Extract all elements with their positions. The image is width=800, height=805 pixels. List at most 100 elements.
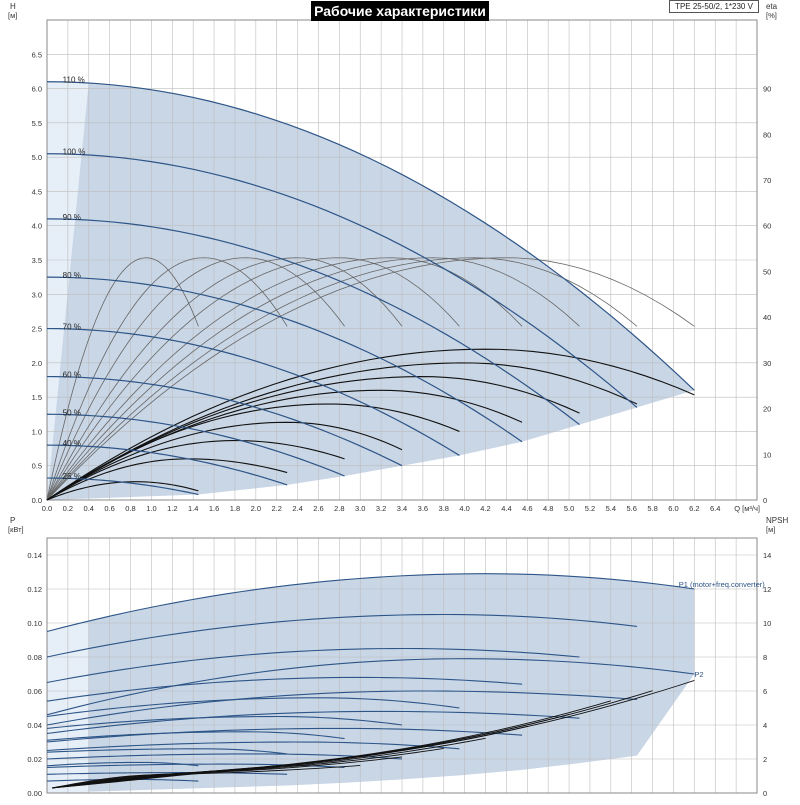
speed-label-90: 90 % — [63, 213, 81, 222]
p1-curve — [46, 613, 637, 658]
y-tick-label-left: 0.5 — [32, 462, 42, 471]
npsh-curve — [52, 756, 403, 789]
p-axis-unit: [кВт] — [8, 525, 24, 534]
x-tick-label: 6.4 — [710, 504, 720, 513]
x-tick-label: 2.6 — [313, 504, 323, 513]
y-tick-label-left: 6.5 — [32, 50, 42, 59]
speed-label-25: 25 % — [63, 472, 81, 481]
y-tick-label-left: 5.0 — [32, 153, 42, 162]
p1-curve — [46, 676, 523, 702]
head-curve-50 — [46, 413, 345, 477]
x-tick-label: 5.8 — [647, 504, 657, 513]
eta-curve — [46, 257, 288, 501]
y-tick-label-left: 4.0 — [32, 222, 42, 231]
npsh-tick-label: 4 — [763, 721, 767, 730]
npsh-tick-label: 2 — [763, 755, 767, 764]
power-area — [47, 573, 695, 793]
x-tick-label: 1.6 — [209, 504, 219, 513]
x-tick-label: 0.0 — [42, 504, 52, 513]
p2-series-label: P2 — [694, 670, 703, 679]
x-axis-label: Q [м³/ч] — [734, 504, 760, 513]
x-tick-label: 5.6 — [626, 504, 636, 513]
npsh-axis-unit: [м] — [766, 525, 775, 534]
x-tick-label: 5.4 — [606, 504, 616, 513]
x-tick-label: 4.8 — [543, 504, 553, 513]
y-axis-label-left: H — [10, 2, 16, 11]
x-tick-label: 3.2 — [376, 504, 386, 513]
x-tick-label: 0.8 — [125, 504, 135, 513]
y-tick-label-right: 20 — [763, 405, 771, 414]
chart-title: Рабочие характеристики — [311, 1, 489, 21]
head-curve-25 — [46, 477, 199, 496]
x-tick-label: 1.0 — [146, 504, 156, 513]
bottom-frame — [46, 537, 758, 794]
y-tick-label-left: 1.5 — [32, 393, 42, 402]
y-tick-label-right: 50 — [763, 267, 771, 276]
x-tick-label: 6.0 — [668, 504, 678, 513]
p2-curve — [46, 741, 460, 752]
x-tick-label: 3.8 — [439, 504, 449, 513]
x-tick-label: 1.2 — [167, 504, 177, 513]
npsh-curve — [52, 700, 611, 789]
y-tick-label-right: 0 — [763, 496, 767, 505]
eta-curve — [46, 257, 638, 501]
speed-label-50: 50 % — [63, 408, 81, 417]
p-tick-label: 0.06 — [27, 687, 42, 696]
eta-total-curve — [46, 421, 403, 501]
npsh-tick-label: 8 — [763, 653, 767, 662]
x-tick-label: 5.0 — [564, 504, 574, 513]
y-tick-label-left: 2.0 — [32, 359, 42, 368]
eta-total-curve — [46, 362, 638, 501]
npsh-tick-label: 6 — [763, 687, 767, 696]
p1-curve — [46, 715, 403, 729]
npsh-tick-label: 14 — [763, 551, 771, 560]
head-curve-110 — [46, 81, 695, 391]
y-tick-label-left: 2.5 — [32, 325, 42, 334]
y-axis-label-right: eta — [766, 2, 778, 11]
y-tick-label-right: 30 — [763, 359, 771, 368]
y-tick-label-right: 60 — [763, 222, 771, 231]
head-curve-60 — [46, 375, 403, 467]
eta-total-curve — [46, 376, 580, 501]
p-axis-label: P — [10, 516, 15, 525]
speed-label-70: 70 % — [63, 323, 81, 332]
speed-label-40: 40 % — [63, 439, 81, 448]
x-tick-label: 5.2 — [585, 504, 595, 513]
x-tick-label: 6.2 — [689, 504, 699, 513]
y-tick-label-left: 1.0 — [32, 427, 42, 436]
x-tick-label: 0.6 — [104, 504, 114, 513]
head-curve-90 — [46, 218, 580, 426]
x-tick-label: 4.6 — [522, 504, 532, 513]
p1-curve — [46, 748, 288, 755]
speed-label-60: 60 % — [63, 371, 81, 380]
eta-total-curve — [46, 348, 695, 501]
p-tick-label: 0.04 — [27, 721, 42, 730]
y-tick-label-right: 40 — [763, 313, 771, 322]
x-tick-label: 4.0 — [459, 504, 469, 513]
p-tick-label: 0.10 — [27, 619, 42, 628]
head-curve-70 — [46, 327, 460, 456]
head-curve-80 — [46, 276, 523, 443]
y-axis-unit-left: [м] — [8, 11, 17, 20]
y-tick-label-left: 3.5 — [32, 256, 42, 265]
y-tick-label-left: 5.5 — [32, 119, 42, 128]
y-tick-label-right: 80 — [763, 130, 771, 139]
p-tick-label: 0.12 — [27, 585, 42, 594]
eta-curve — [46, 257, 695, 501]
eta-total-curve — [46, 458, 288, 501]
p1-curve — [46, 647, 580, 684]
p1-curve — [46, 573, 695, 633]
eta-curve — [46, 257, 345, 501]
p1-series-label: P1 (motor+freq.converter) — [679, 580, 766, 589]
p2-curve — [46, 658, 695, 716]
eta-total-curve — [46, 389, 523, 501]
x-tick-label: 2.0 — [251, 504, 261, 513]
npsh-tick-label: 12 — [763, 585, 771, 594]
npsh-curve — [52, 765, 361, 789]
p-tick-label: 0.02 — [27, 755, 42, 764]
y-tick-label-right: 90 — [763, 85, 771, 94]
model-label: TPE 25-50/2, 1*230 V — [669, 0, 759, 13]
eta-total-curve — [46, 440, 345, 501]
p2-curve — [46, 727, 523, 743]
eta-curve — [46, 257, 580, 501]
